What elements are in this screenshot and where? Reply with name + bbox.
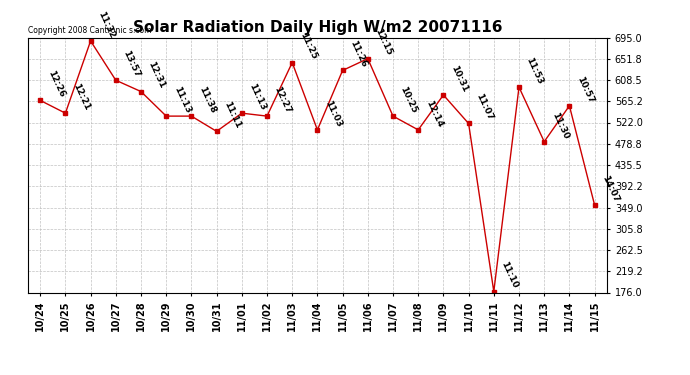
Text: 11:26: 11:26 [348, 39, 368, 69]
Text: 11:10: 11:10 [500, 261, 520, 290]
Text: 10:57: 10:57 [575, 75, 595, 104]
Text: 11:53: 11:53 [524, 56, 545, 86]
Text: 12:31: 12:31 [146, 60, 167, 90]
Text: 12:15: 12:15 [373, 27, 393, 57]
Text: Copyright 2008 Cantronic s.com: Copyright 2008 Cantronic s.com [28, 26, 151, 35]
Text: 13:57: 13:57 [121, 49, 141, 79]
Text: 12:14: 12:14 [424, 99, 444, 129]
Text: 11:13: 11:13 [172, 85, 192, 115]
Text: 11:07: 11:07 [474, 92, 495, 122]
Text: 11:11: 11:11 [222, 100, 242, 130]
Text: 11:32: 11:32 [96, 10, 117, 39]
Text: 12:21: 12:21 [71, 82, 91, 112]
Title: Solar Radiation Daily High W/m2 20071116: Solar Radiation Daily High W/m2 20071116 [132, 20, 502, 35]
Text: 11:25: 11:25 [298, 32, 318, 61]
Text: 14:07: 14:07 [600, 174, 620, 204]
Text: 12:26: 12:26 [46, 69, 66, 99]
Text: 11:30: 11:30 [550, 111, 570, 140]
Text: 10:25: 10:25 [399, 85, 419, 115]
Text: 11:13: 11:13 [247, 82, 268, 112]
Text: 11:03: 11:03 [323, 99, 343, 129]
Text: 12:27: 12:27 [273, 85, 293, 115]
Text: 11:38: 11:38 [197, 85, 217, 115]
Text: 10:31: 10:31 [449, 64, 469, 94]
